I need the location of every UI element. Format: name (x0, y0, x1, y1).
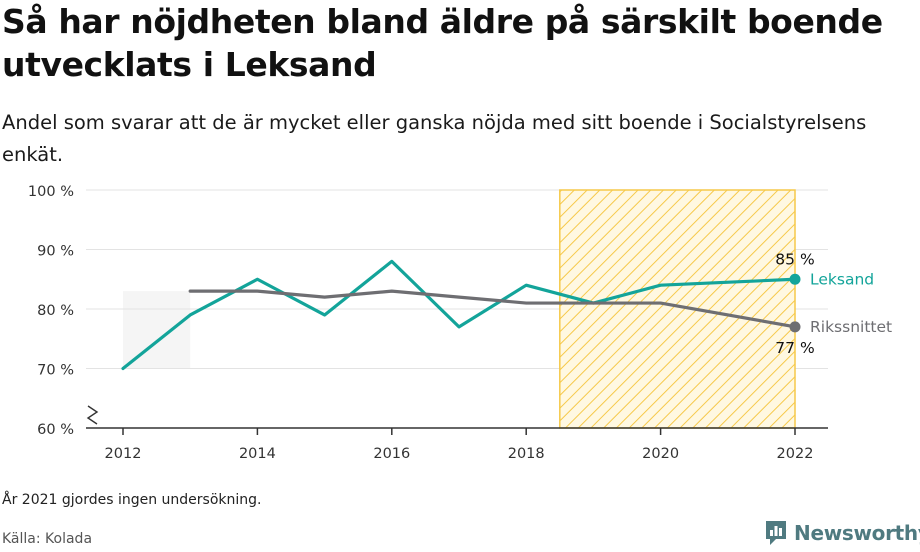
data-label: 77 % (775, 339, 814, 357)
range-band (123, 291, 191, 369)
series-name-label: Leksand (810, 270, 874, 288)
chart-title: Så har nöjdheten bland äldre på särskilt… (2, 2, 883, 84)
bar-chart-icon (766, 521, 786, 545)
x-tick-label: 2012 (105, 446, 142, 462)
newsworthy-logo: Newsworthy (764, 518, 920, 548)
x-tick-label: 2014 (239, 446, 276, 462)
data-label: 85 % (775, 250, 814, 268)
highlight-region (559, 189, 796, 429)
axes: 60 % 70 % 80 % 90 % 100 % 2012 2014 2016 2018 202… (28, 184, 828, 462)
series-line-rikssnittet (188, 289, 797, 329)
y-tick-label: 60 % (37, 422, 74, 438)
series-name-label: Rikssnittet (810, 318, 892, 336)
y-tick-label: 80 % (37, 303, 74, 319)
series-lines (121, 259, 801, 371)
x-tick-label: 2016 (373, 446, 410, 462)
x-tick-label: 2018 (508, 446, 545, 462)
end-point (789, 273, 801, 285)
end-point (789, 321, 801, 333)
series-labels: Leksand 85 % Rikssnittet 77 % (775, 250, 892, 357)
source-text: Källa: Kolada (2, 531, 93, 547)
chart-subtitle: Andel som svarar att de är mycket eller … (2, 111, 867, 166)
y-tick-label: 90 % (37, 244, 74, 260)
brand-name: Newsworthy (794, 521, 920, 545)
x-tick-label: 2020 (642, 446, 679, 462)
y-tick-label: 100 % (28, 184, 74, 200)
x-tick-label: 2022 (777, 446, 814, 462)
axis-break-marker (86, 405, 99, 425)
highlight-hatch (559, 189, 796, 429)
footnote: År 2021 gjordes ingen undersökning. (2, 492, 262, 508)
y-tick-label: 70 % (37, 363, 74, 379)
